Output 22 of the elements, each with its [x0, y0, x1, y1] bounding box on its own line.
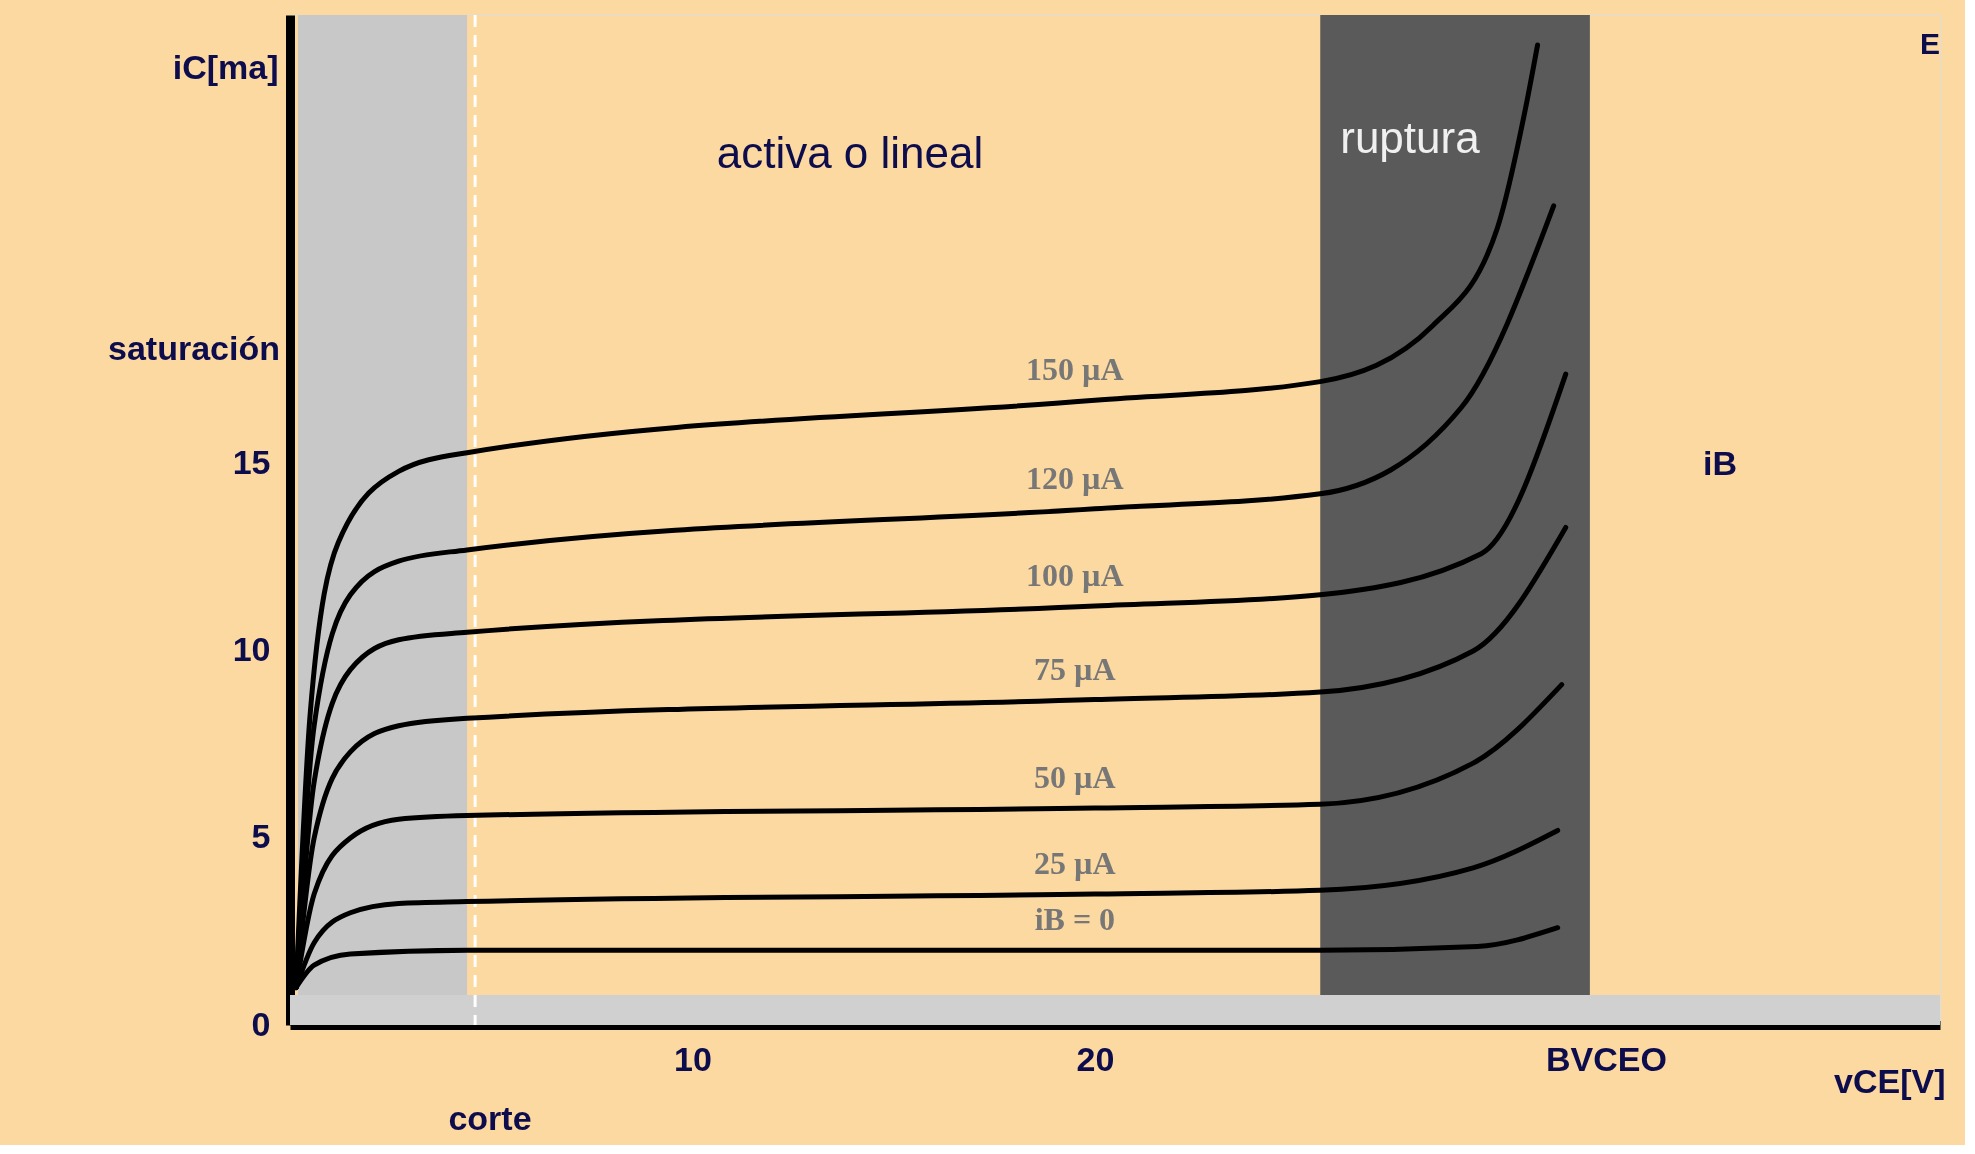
annotation: iB — [1703, 444, 1737, 482]
series-label: iB = 0 — [1034, 901, 1116, 938]
y-tick-label: 10 — [232, 630, 271, 669]
band-label: ruptura — [1340, 113, 1481, 162]
y-axis-title: iC[ma] — [172, 47, 279, 86]
x-tick-label: 10 — [674, 1039, 712, 1078]
series-label: 150 µA — [1026, 351, 1124, 388]
y-tick-label: 0 — [251, 1004, 271, 1043]
annotation: activa o lineal — [716, 128, 984, 177]
band-label: saturación — [108, 329, 280, 367]
y-tick-label: 5 — [251, 817, 271, 856]
series-label: 75 µA — [1034, 650, 1116, 687]
series-label: 50 µA — [1034, 759, 1116, 796]
x-tick-label: 20 — [1076, 1039, 1115, 1078]
annotation: E — [1919, 27, 1941, 60]
x-tick-label: BVCEO — [1546, 1039, 1667, 1078]
series-label: 120 µA — [1026, 459, 1124, 496]
band-label: corte — [448, 1099, 532, 1137]
series-label: 100 µA — [1026, 557, 1124, 594]
y-tick-label: 15 — [232, 443, 271, 482]
series-label: 25 µA — [1034, 845, 1116, 882]
x-axis-title: vCE[V] — [1834, 1061, 1946, 1100]
